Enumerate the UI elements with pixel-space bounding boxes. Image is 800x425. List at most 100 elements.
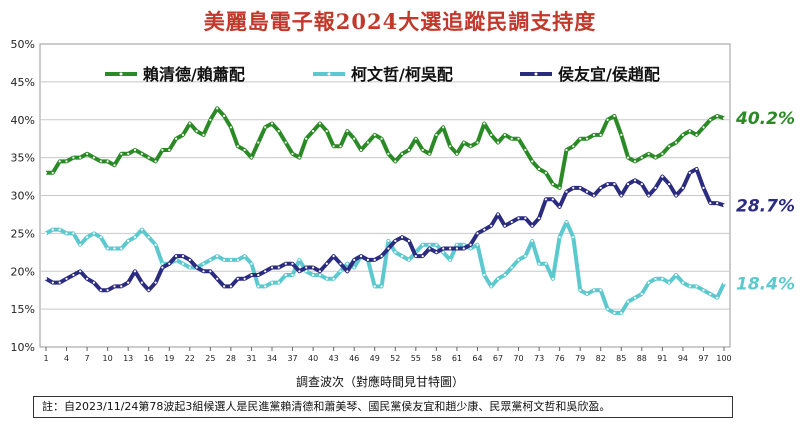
data-point-1 [640,156,643,159]
data-point-3 [421,255,424,258]
x-tick-label: 46 [349,354,359,363]
data-point-3 [175,255,178,258]
data-point-2 [298,258,301,261]
data-point-2 [722,282,726,285]
data-point-2 [394,251,397,254]
data-point-3 [524,217,527,220]
data-point-3 [99,289,102,292]
data-point-2 [154,243,157,246]
data-point-1 [236,145,239,148]
data-point-2 [449,258,452,261]
x-tick-label: 94 [678,354,688,363]
data-point-1 [524,148,527,152]
x-tick-label: 34 [267,354,277,363]
data-point-3 [243,277,246,280]
data-point-1 [86,152,89,155]
data-point-1 [298,156,301,159]
data-point-2 [229,258,232,261]
data-point-1 [407,148,411,152]
data-point-2 [633,296,637,299]
x-tick-label: 97 [698,354,708,363]
data-point-2 [325,277,328,280]
data-point-3 [702,186,705,189]
data-point-3 [599,186,602,189]
data-point-1 [544,171,548,174]
data-point-2 [496,277,500,280]
data-point-3 [181,255,185,258]
data-point-2 [702,289,705,292]
end-value-label: 40.2% [735,109,795,129]
data-point-1 [702,126,705,129]
data-point-3 [668,183,671,186]
data-point-3 [503,224,506,227]
data-point-1 [716,114,719,118]
footnote: 註：自2023/11/24第78波起3組候選人是民進黨賴清德和蕭美琴、國民黨侯友… [33,396,733,418]
data-point-1 [572,145,575,148]
data-point-2 [709,292,712,296]
data-point-1 [188,122,191,125]
y-tick-label: 15% [11,303,35,316]
data-point-2 [387,239,390,242]
x-tick-label: 82 [596,354,606,363]
data-point-1 [346,130,349,133]
data-point-1 [270,122,274,125]
x-tick-label: 91 [657,354,667,363]
data-point-1 [380,137,383,140]
data-point-1 [133,148,137,152]
data-point-3 [585,190,589,193]
x-tick-label: 1 [43,354,48,363]
data-point-2 [188,266,191,269]
y-tick-label: 50% [11,38,35,51]
data-point-1 [113,164,116,167]
data-point-1 [455,152,458,155]
data-point-3 [51,281,54,284]
data-point-2 [284,273,287,277]
data-point-1 [414,137,417,140]
data-point-2 [140,228,143,231]
data-point-2 [181,262,185,265]
data-point-1 [339,145,342,148]
x-tick-label: 13 [123,354,133,363]
data-point-3 [216,277,219,280]
data-point-2 [120,247,123,250]
data-point-3 [270,266,274,269]
data-point-3 [592,194,596,197]
data-point-2 [462,243,465,246]
data-point-1 [195,130,198,133]
data-point-1 [65,160,68,163]
data-point-1 [106,160,109,163]
data-point-1 [140,152,143,155]
data-point-3 [476,232,479,235]
legend-label: 柯文哲/柯吳配 [351,65,453,84]
data-point-3 [72,273,75,277]
x-tick-label: 58 [431,354,441,363]
series-line-1 [46,106,725,190]
data-point-1 [161,148,164,152]
x-tick-label: 70 [513,354,523,363]
data-point-2 [606,308,609,311]
data-point-3 [236,277,239,280]
data-point-3 [140,281,143,284]
data-point-3 [654,186,657,189]
data-point-3 [558,205,561,208]
data-point-1 [421,148,424,152]
data-point-2 [401,255,404,258]
data-point-2 [58,228,61,231]
data-point-1 [250,156,253,159]
x-tick-label: 100 [716,354,731,363]
data-point-1 [517,137,520,140]
data-point-1 [92,156,95,159]
data-point-1 [476,141,479,144]
data-point-3 [44,277,48,280]
data-point-1 [401,152,404,155]
x-tick-label: 40 [308,354,318,363]
data-point-3 [490,224,493,227]
data-point-2 [223,258,226,261]
data-point-2 [216,255,219,258]
data-point-2 [565,220,568,224]
data-point-2 [551,277,554,280]
data-point-2 [503,273,506,277]
x-tick-label: 88 [637,354,647,363]
data-point-2 [490,285,493,288]
data-point-2 [65,232,68,235]
